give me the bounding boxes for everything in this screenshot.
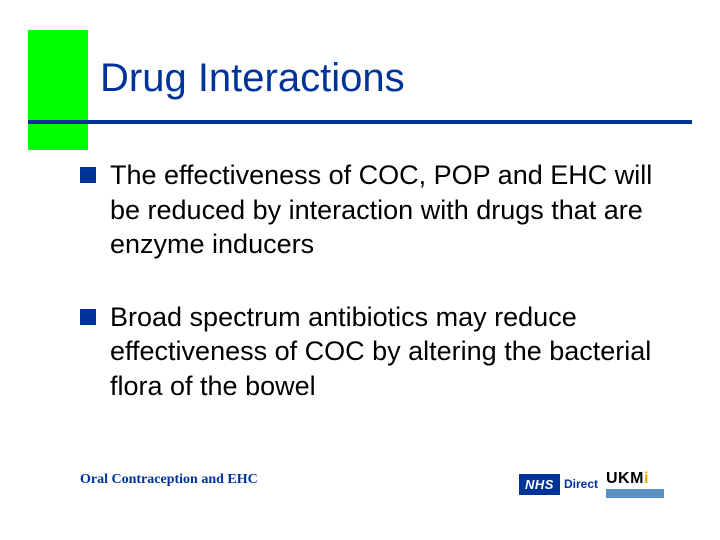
accent-block bbox=[28, 30, 88, 150]
bullet-item: The effectiveness of COC, POP and EHC wi… bbox=[80, 158, 660, 262]
nhs-box: NHS bbox=[519, 474, 560, 495]
ukmi-logo: UKMi bbox=[606, 470, 664, 498]
ukmi-bar-icon bbox=[606, 489, 664, 498]
nhs-direct-label: Direct bbox=[564, 477, 598, 491]
body-content: The effectiveness of COC, POP and EHC wi… bbox=[80, 158, 660, 441]
ukmi-text: UKMi bbox=[606, 470, 649, 488]
logo-row: NHS Direct UKMi bbox=[519, 470, 664, 498]
bullet-text: Broad spectrum antibiotics may reduce ef… bbox=[110, 300, 660, 404]
ukmi-prefix: UKM bbox=[606, 470, 644, 487]
nhs-direct-logo: NHS Direct bbox=[519, 471, 598, 497]
footer-label: Oral Contraception and EHC bbox=[80, 472, 258, 488]
slide: Drug Interactions The effectiveness of C… bbox=[0, 0, 720, 540]
bullet-marker-icon bbox=[80, 167, 96, 183]
title-underline bbox=[28, 120, 692, 124]
ukmi-suffix: i bbox=[644, 470, 649, 487]
bullet-marker-icon bbox=[80, 309, 96, 325]
slide-title: Drug Interactions bbox=[100, 56, 405, 101]
bullet-text: The effectiveness of COC, POP and EHC wi… bbox=[110, 158, 660, 262]
bullet-item: Broad spectrum antibiotics may reduce ef… bbox=[80, 300, 660, 404]
